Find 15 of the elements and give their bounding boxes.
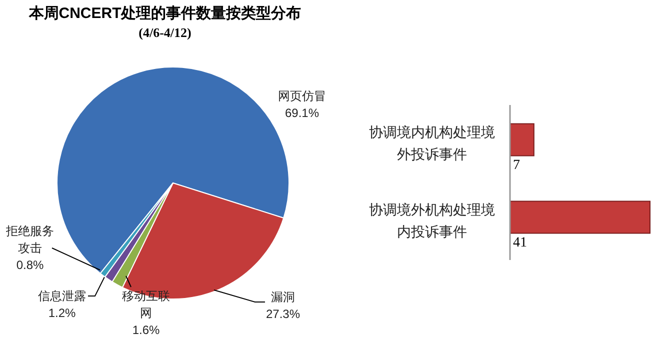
y-tick-label: 协调境内机构处理境外投诉事件: [369, 124, 495, 163]
data-label: 1.6%: [132, 323, 160, 337]
y-tick-label: 协调境外机构处理境内投诉事件: [369, 202, 495, 240]
chart-title: 本周CNCERT处理的事件数量按类型分布: [28, 5, 302, 22]
data-label: 0.8%: [16, 258, 44, 272]
data-label: 27.3%: [266, 307, 300, 321]
data-label: 7: [513, 158, 520, 173]
slice-label: 信息泄露: [38, 289, 86, 303]
data-label: 41: [513, 235, 527, 250]
data-label: 1.2%: [48, 306, 76, 320]
data-label: 69.1%: [284, 106, 320, 120]
chart-subtitle: (4/6-4/12): [138, 25, 192, 40]
slice-label: 网页仿冒: [278, 89, 326, 103]
slice-label: 漏洞: [271, 290, 295, 304]
slice-label: 拒绝服务攻击: [5, 224, 54, 255]
